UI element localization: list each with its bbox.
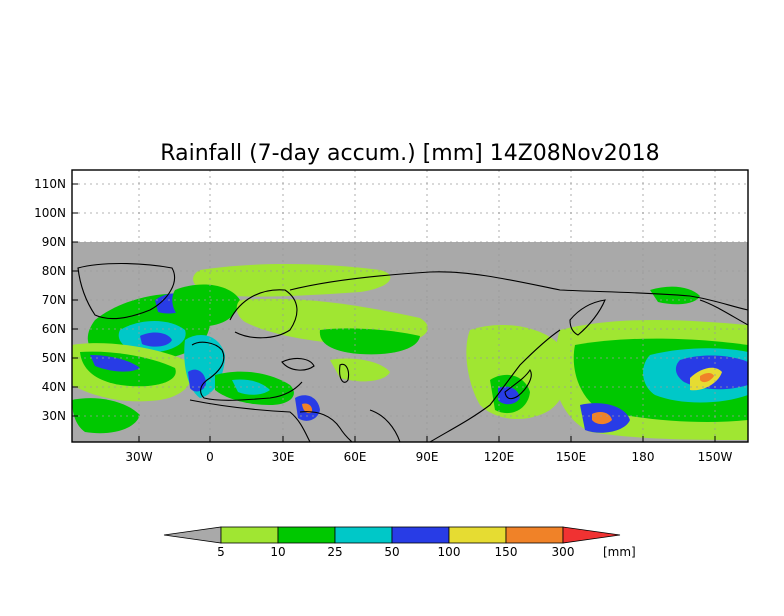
- lat-label: 30N: [42, 409, 66, 423]
- rain-region-japan-core: [498, 386, 520, 405]
- lon-label: 60E: [344, 450, 367, 464]
- lon-label: 180: [632, 450, 655, 464]
- rain-region-east-asia: [466, 325, 569, 420]
- map-frame: [71, 169, 749, 443]
- rain-region-mid-atlantic-heavy: [90, 355, 140, 372]
- legend-swatch: [448, 526, 507, 544]
- siberia-coast: [289, 271, 749, 311]
- lat-label: 60N: [42, 322, 66, 336]
- lon-label: 120E: [484, 450, 515, 464]
- lon-label: 150W: [698, 450, 733, 464]
- caspian-coast: [339, 363, 350, 383]
- scandinavia-coast: [229, 289, 298, 339]
- legend-label: 5: [217, 545, 225, 559]
- japan-coast: [504, 368, 532, 400]
- lon-label: 0: [206, 450, 214, 464]
- legend-label: 10: [270, 545, 285, 559]
- lon-label: 150E: [556, 450, 587, 464]
- rain-region-norwegian-sea: [172, 284, 240, 327]
- greenland-coast: [77, 262, 176, 320]
- rain-region-west-siberia: [319, 328, 420, 355]
- legend-unit: [mm]: [603, 545, 636, 559]
- lon-label: 30E: [272, 450, 295, 464]
- alaska-coast: [699, 299, 749, 326]
- rain-region-subtropical-atlantic: [72, 398, 140, 434]
- lat-label: 70N: [42, 293, 66, 307]
- rainfall-field: [72, 264, 748, 440]
- legend-swatch: [220, 526, 279, 544]
- legend-label: 25: [327, 545, 342, 559]
- legend-swatch: [277, 526, 336, 544]
- rain-region-central-asia: [330, 358, 390, 382]
- lat-label: 80N: [42, 264, 66, 278]
- rain-region-subtropical-pacific-peak: [592, 412, 612, 425]
- coastlines: [77, 262, 749, 443]
- arabia-coast: [299, 411, 353, 443]
- map-ticks: [72, 183, 716, 442]
- rain-region-mediterranean-core: [232, 379, 270, 395]
- black-sea-coast: [281, 357, 315, 371]
- legend-colorbar: 5 10 25 50 100 150 300: [163, 526, 621, 559]
- map-grid: [72, 170, 748, 442]
- legend-swatch: [391, 526, 450, 544]
- lon-label: 30W: [125, 450, 152, 464]
- legend-swatch: [334, 526, 393, 544]
- east-asia-coast: [429, 329, 561, 443]
- legend-swatch: [505, 526, 564, 544]
- lat-label: 110N: [34, 177, 66, 191]
- lon-label: 90E: [416, 450, 439, 464]
- rain-region-red-sea-heavy: [302, 403, 313, 414]
- rain-region-arctic: [193, 264, 391, 297]
- lat-label: 100N: [34, 206, 66, 220]
- rain-region-north-atlantic-heavy: [140, 332, 172, 347]
- africa-coast: [189, 399, 311, 443]
- map-panel: 110N 100N 90N 80N 70N 60N 50N 40N 30N 30…: [34, 169, 749, 464]
- legend-label: 50: [384, 545, 399, 559]
- rain-region-north-pacific-peak: [700, 373, 714, 383]
- legend-swatch-min: [163, 526, 222, 544]
- kamchatka-coast: [569, 299, 606, 336]
- lat-label: 90N: [42, 235, 66, 249]
- map-title: Rainfall (7-day accum.) [mm] 14Z08Nov201…: [160, 141, 659, 166]
- lat-label: 40N: [42, 380, 66, 394]
- legend-label: 150: [495, 545, 518, 559]
- lat-label: 50N: [42, 351, 66, 365]
- europe-coast: [191, 341, 303, 401]
- india-coast: [369, 409, 401, 443]
- lon-labels: 30W 0 30E 60E 90E 120E 150E 180 150W: [125, 450, 732, 464]
- legend-swatch-max: [562, 526, 621, 544]
- lat-labels: 110N 100N 90N 80N 70N 60N 50N 40N 30N: [34, 177, 66, 423]
- legend-label: 300: [552, 545, 575, 559]
- legend-label: 100: [438, 545, 461, 559]
